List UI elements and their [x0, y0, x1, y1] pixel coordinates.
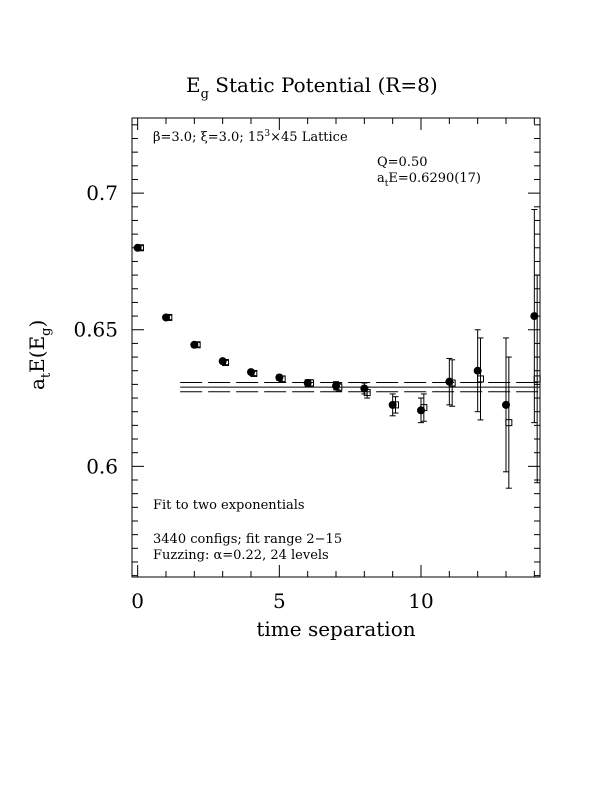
data-point-square [533, 375, 541, 383]
data-point-square [307, 379, 314, 387]
data-points [133, 209, 541, 489]
x-tick-label: 0 [131, 589, 144, 613]
y-axis-label: atE(Eg) [25, 320, 54, 390]
data-point-square [193, 341, 201, 349]
fit-type-annotation: Fit to two exponentials [153, 498, 305, 513]
configs-annotation: 3440 configs; fit range 2−15 [153, 532, 342, 547]
lattice-annotation: β=3.0; ξ=3.0; 153×45 Lattice [153, 129, 348, 145]
energy-annotation: atE=0.6290(17) [377, 171, 481, 189]
data-point-square [505, 419, 513, 427]
axis-ticks [132, 118, 540, 577]
data-point-square [335, 383, 343, 391]
data-point-square [222, 359, 229, 367]
y-tick-label: 0.65 [73, 318, 118, 342]
data-point-square [392, 401, 399, 409]
data-point-square [477, 375, 484, 383]
q-annotation: Q=0.50 [377, 155, 428, 170]
data-point-square [448, 379, 456, 387]
data-point-square [137, 244, 144, 252]
x-tick-labels: 0 5 10 [131, 589, 433, 613]
data-point-circle [360, 384, 369, 393]
y-tick-label: 0.7 [86, 181, 118, 205]
y-tick-labels: 0.6 0.65 0.7 [73, 181, 118, 478]
data-point-square [420, 404, 428, 412]
data-point-circle [530, 312, 539, 321]
x-tick-label: 5 [273, 589, 286, 613]
data-point-circle [473, 366, 482, 375]
data-point-square [278, 375, 286, 383]
data-point-square [165, 313, 173, 321]
x-axis-label: time separation [256, 617, 415, 641]
data-point-square [250, 369, 258, 377]
y-tick-label: 0.6 [86, 454, 118, 478]
data-point-square [363, 389, 371, 397]
data-point-circle [502, 400, 510, 409]
chart-title: Eg Static Potential (R=8) [186, 73, 438, 102]
x-tick-label: 10 [408, 589, 433, 613]
fuzzing-annotation: Fuzzing: α=0.22, 24 levels [153, 548, 329, 563]
fit-band [180, 381, 540, 393]
